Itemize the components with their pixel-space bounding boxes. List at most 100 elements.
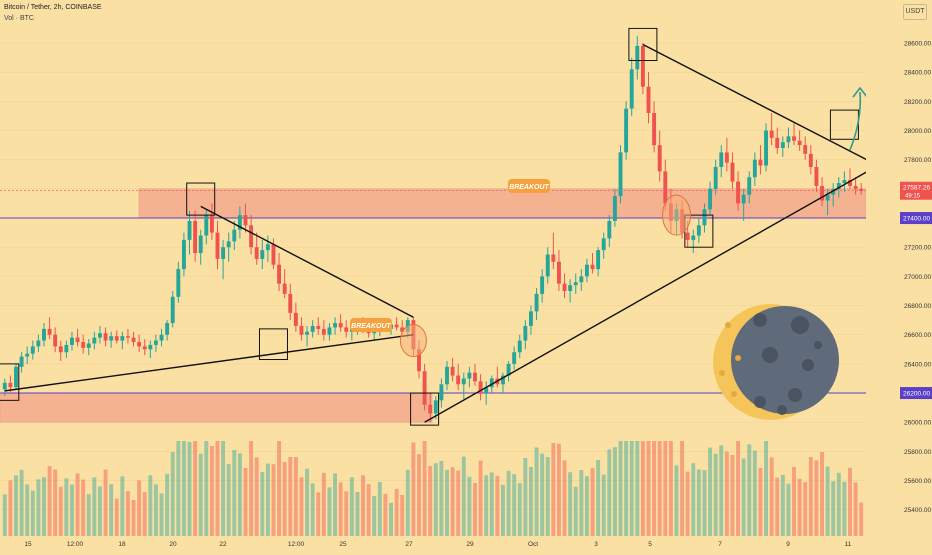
volume-bar bbox=[64, 478, 69, 536]
volume-bar bbox=[81, 479, 86, 536]
volume-bar bbox=[226, 464, 231, 536]
candle-body bbox=[528, 311, 533, 326]
volume-bar bbox=[58, 486, 63, 536]
volume-bar bbox=[243, 468, 248, 536]
candle-body bbox=[221, 247, 226, 259]
volume-bar bbox=[540, 453, 545, 536]
volume-bar bbox=[215, 441, 220, 536]
volume-bar bbox=[456, 470, 461, 536]
volume-bar bbox=[512, 474, 517, 536]
time-tick-label: 7 bbox=[718, 541, 722, 548]
candle-body bbox=[305, 331, 310, 335]
volume-label: Vol · BTC bbox=[4, 15, 34, 22]
moon-crater bbox=[791, 316, 809, 334]
candle-body bbox=[58, 346, 63, 353]
candle-body bbox=[422, 371, 427, 405]
candle-body bbox=[193, 220, 198, 254]
time-axis[interactable]: 15 12:00 18 20 22 12:00 25 27 29 Oct 3 5 7 9 11 bbox=[24, 541, 851, 548]
time-tick-label: 22 bbox=[219, 541, 227, 548]
volume-bar bbox=[562, 460, 567, 536]
volume-bar bbox=[646, 441, 651, 536]
candle-body bbox=[663, 171, 668, 204]
price-tick-label: 28200.00 bbox=[904, 99, 931, 106]
candle-body bbox=[277, 264, 282, 284]
breakout-bubble-2-bg bbox=[508, 179, 550, 193]
volume-bar bbox=[769, 457, 774, 536]
candle-body bbox=[618, 152, 623, 197]
volume-bar bbox=[523, 458, 528, 536]
moon-crater bbox=[762, 347, 778, 363]
candle-body bbox=[8, 382, 13, 388]
candle-body bbox=[484, 387, 489, 394]
price-axis[interactable]: 25400.00 25600.00 25800.00 26000.00 26200.00… bbox=[866, 0, 932, 550]
volume-bar bbox=[125, 491, 130, 536]
volume-bar bbox=[277, 441, 282, 536]
volume-bar bbox=[25, 484, 30, 536]
candle-body bbox=[333, 323, 338, 328]
candle-body bbox=[848, 180, 852, 186]
candle-body bbox=[562, 283, 567, 291]
volume-bar bbox=[75, 473, 80, 536]
candlesticks[interactable] bbox=[2, 35, 864, 423]
candle-body bbox=[646, 86, 651, 114]
candle-body bbox=[764, 130, 769, 166]
candle-body bbox=[534, 293, 539, 312]
volume-bar bbox=[730, 455, 735, 536]
candle-body bbox=[596, 250, 601, 270]
candle-body bbox=[42, 328, 46, 341]
candle-body bbox=[473, 372, 477, 382]
volume-bar bbox=[159, 493, 164, 536]
volume-bar bbox=[473, 483, 477, 536]
volume-bar bbox=[674, 465, 679, 536]
breakout-bubble-2-label: BREAKOUT bbox=[509, 184, 549, 191]
moon-crater bbox=[777, 405, 787, 415]
volume-bar bbox=[629, 441, 634, 536]
volume-bar bbox=[489, 472, 494, 536]
moon-crater bbox=[753, 313, 767, 327]
volume-bar bbox=[366, 484, 371, 536]
volume-bar bbox=[624, 441, 629, 536]
time-tick-label: 25 bbox=[339, 541, 347, 548]
volume-bar bbox=[394, 488, 399, 536]
candle-body bbox=[506, 363, 511, 376]
candle-body bbox=[137, 342, 142, 347]
candle-body bbox=[545, 254, 550, 277]
candle-body bbox=[517, 340, 522, 353]
candle-body bbox=[271, 244, 276, 265]
candle-body bbox=[428, 404, 433, 414]
currency-badge[interactable]: USDT bbox=[903, 4, 927, 20]
breakout-bubble-1-label: BREAKOUT bbox=[351, 323, 391, 330]
volume-bar bbox=[114, 498, 119, 536]
candle-body bbox=[820, 185, 824, 201]
moon-crater bbox=[788, 388, 802, 402]
candle-body bbox=[736, 181, 741, 204]
candle-body bbox=[478, 381, 483, 394]
support-resistance-zones bbox=[0, 188, 867, 423]
pivot-box bbox=[186, 182, 216, 216]
price-tick-label: 25600.00 bbox=[904, 478, 931, 485]
candle-body bbox=[741, 194, 746, 204]
moon-crater bbox=[814, 341, 822, 349]
price-tick-label: 28600.00 bbox=[904, 41, 931, 48]
candle-body bbox=[724, 152, 729, 163]
candle-body bbox=[237, 215, 242, 230]
volume-bar bbox=[601, 474, 606, 536]
volume-bar bbox=[808, 457, 813, 536]
candle-body bbox=[243, 215, 248, 226]
price-tick-label: 27800.00 bbox=[904, 157, 931, 164]
time-tick-label: 3 bbox=[594, 541, 598, 548]
candle-body bbox=[501, 375, 505, 385]
volume-bar bbox=[484, 475, 489, 536]
volume-bar bbox=[193, 441, 198, 536]
moon-glow-spot bbox=[725, 322, 731, 328]
candle-body bbox=[86, 343, 91, 348]
candle-body bbox=[439, 384, 444, 401]
volume-bar bbox=[204, 441, 209, 536]
price-tick-label: 26800.00 bbox=[904, 303, 931, 310]
candle-body bbox=[181, 239, 186, 270]
volume-bar bbox=[333, 473, 338, 536]
breakout-bubble-2: BREAKOUT bbox=[508, 179, 550, 193]
candle-body bbox=[260, 250, 265, 259]
